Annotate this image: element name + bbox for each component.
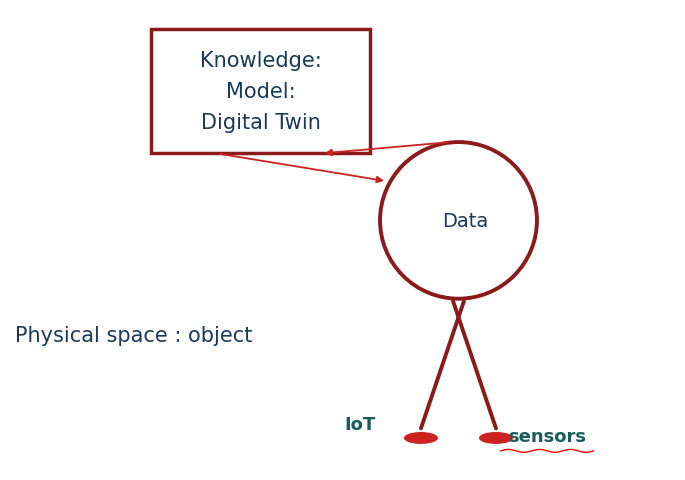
Ellipse shape (380, 143, 537, 299)
Text: Physical space : object: Physical space : object (15, 325, 252, 346)
Text: Data: Data (443, 211, 488, 230)
Text: sensors: sensors (508, 427, 586, 444)
Ellipse shape (479, 432, 513, 444)
Text: Knowledge:
Model:
Digital Twin: Knowledge: Model: Digital Twin (200, 51, 321, 133)
FancyBboxPatch shape (151, 30, 370, 154)
Ellipse shape (404, 432, 438, 444)
Text: IoT: IoT (344, 415, 375, 432)
